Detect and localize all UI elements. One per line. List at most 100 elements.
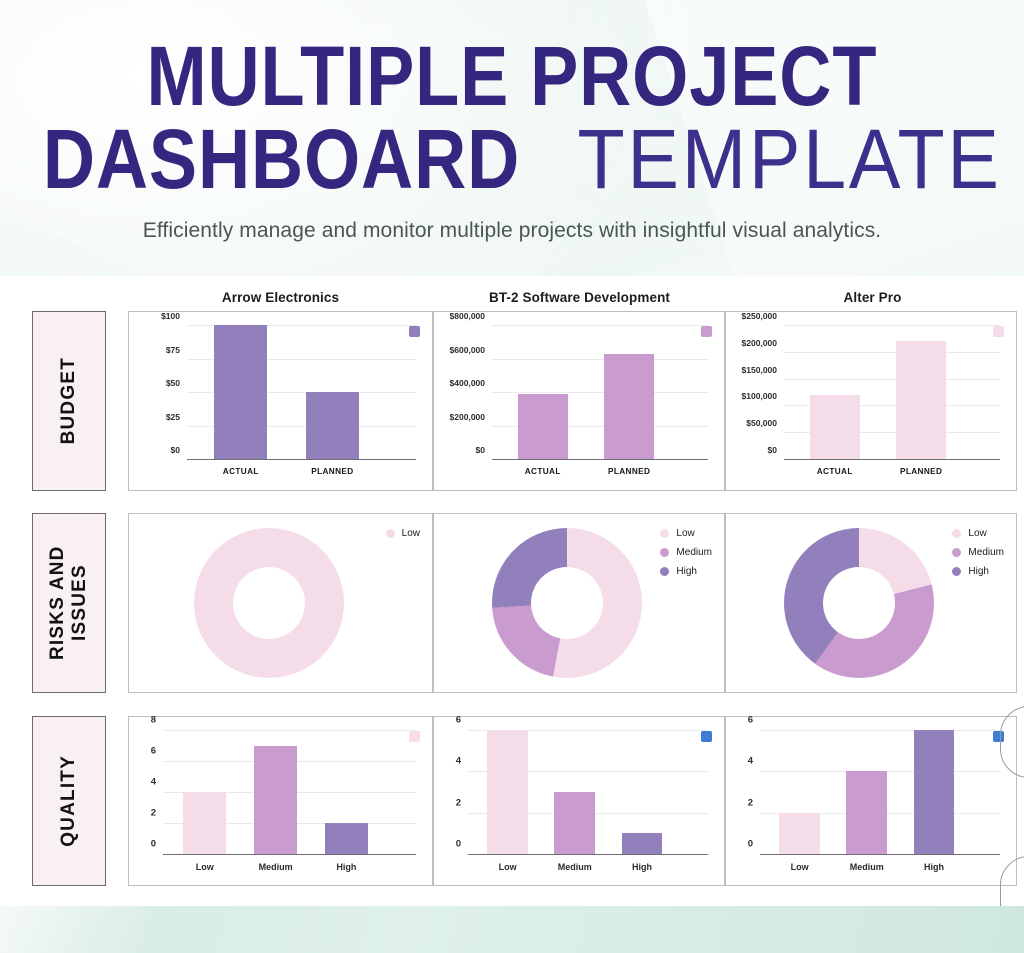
- risks-chart-arrow-electronics[interactable]: Low: [128, 513, 433, 693]
- x-tick-label: ACTUAL: [222, 467, 259, 476]
- page-subtitle: Efficiently manage and monitor multiple …: [142, 218, 882, 242]
- row-label-quality: QUALITY: [32, 716, 106, 886]
- bar-actual: [809, 394, 860, 459]
- row-label-budget: BUDGET: [32, 311, 106, 491]
- legend-item-low: Low: [952, 528, 1004, 539]
- legend-swatch: [701, 326, 712, 337]
- chart-area: $100 $75 $50 $25 $0 ACTUAL PLANNED: [129, 311, 432, 490]
- bar-high: [913, 730, 955, 854]
- x-tick-label: Medium: [258, 862, 293, 872]
- donut-legend: Low: [385, 528, 420, 539]
- chart-area: Low Medium High: [434, 514, 724, 692]
- legend-label-medium: Medium: [968, 547, 1004, 558]
- dashboard-grid: Arrow Electronics BT-2 Software Developm…: [0, 276, 1024, 953]
- legend-swatch: [409, 731, 420, 742]
- risks-chart-alter-pro[interactable]: Low Medium High: [725, 513, 1017, 693]
- chart-area: Low Medium High: [726, 514, 1016, 692]
- legend-dot-high: [952, 567, 962, 576]
- x-tick-label: PLANNED: [311, 467, 354, 476]
- legend-dot-medium: [952, 548, 962, 557]
- x-axis: [784, 458, 1000, 460]
- y-tick: $150,000: [741, 364, 777, 375]
- y-tick: $800,000: [449, 311, 485, 321]
- legend-dot-low: [660, 529, 670, 538]
- donut-wrapper: [129, 514, 432, 692]
- x-tick-label: Low: [498, 862, 517, 872]
- legend-dot-low: [952, 529, 962, 538]
- quality-chart-arrow-electronics[interactable]: 8 6 4 2 0 Low Medium High: [128, 715, 433, 886]
- y-tick: 2: [747, 797, 753, 809]
- plot-area: 6 4 2 0 Low Medium High: [456, 715, 708, 872]
- bar-high: [324, 823, 368, 854]
- page-header: MULTIPLE PROJECT DASHBOARD TEMPLATE Effic…: [0, 0, 1024, 243]
- page-title-secondary-light: TEMPLATE: [577, 112, 1002, 207]
- y-tick: $200,000: [449, 411, 485, 422]
- x-tick-label: ACTUAL: [816, 467, 853, 476]
- bar-medium: [554, 792, 596, 854]
- budget-chart-bt2-software-development[interactable]: $800,000 $600,000 $400,000 $200,000 $0 A…: [433, 311, 725, 491]
- legend-swatch: [409, 326, 420, 337]
- y-tick: 4: [150, 776, 156, 788]
- y-tick: 0: [150, 838, 156, 850]
- y-tick: 0: [455, 838, 461, 850]
- donut-chart: [193, 528, 344, 678]
- title-line-1: MULTIPLE PROJECT: [0, 34, 1024, 118]
- y-tick: $25: [165, 411, 180, 422]
- quality-chart-alter-pro[interactable]: 6 4 2 0 Low Medium High: [725, 715, 1017, 886]
- plot-area: 8 6 4 2 0 Low Medium High: [151, 715, 416, 872]
- y-tick: 0: [747, 838, 753, 850]
- plot-area: $100 $75 $50 $25 $0 ACTUAL PLANNED: [161, 311, 416, 476]
- x-tick-label: PLANNED: [607, 467, 651, 476]
- donut-hole: [531, 567, 603, 639]
- budget-chart-alter-pro[interactable]: $250,000 $200,000 $150,000 $100,000 $50,…: [725, 311, 1017, 491]
- y-tick: 6: [747, 714, 753, 726]
- legend-swatch: [701, 731, 712, 742]
- bottom-background-strip: [0, 906, 1024, 953]
- risks-chart-bt2-software-development[interactable]: Low Medium High: [433, 513, 725, 693]
- y-tick: 8: [150, 714, 156, 726]
- donut-legend: Low Medium High: [952, 528, 1004, 577]
- donut-chart: [784, 528, 934, 678]
- x-tick-label: PLANNED: [899, 467, 943, 476]
- dashboard-panel: Arrow Electronics BT-2 Software Developm…: [0, 276, 1024, 953]
- legend-item-medium: Medium: [660, 547, 712, 558]
- legend-dot-medium: [660, 548, 670, 557]
- bar-medium: [254, 745, 298, 854]
- y-tick: $100: [161, 311, 180, 321]
- plot-area: 6 4 2 0 Low Medium High: [748, 715, 1000, 872]
- chart-area: $800,000 $600,000 $400,000 $200,000 $0 A…: [434, 311, 724, 490]
- bar-low: [183, 792, 227, 854]
- y-tick: $0: [170, 445, 180, 455]
- quality-chart-bt2-software-development[interactable]: 6 4 2 0 Low Medium High: [433, 715, 725, 886]
- donut-hole: [823, 567, 895, 639]
- donut-legend: Low Medium High: [660, 528, 712, 577]
- chart-area: Low: [129, 514, 432, 692]
- legend-swatch: [993, 326, 1004, 337]
- legend-item-medium: Medium: [952, 547, 1004, 558]
- budget-chart-arrow-electronics[interactable]: $100 $75 $50 $25 $0 ACTUAL PLANNED: [128, 311, 433, 491]
- row-label-risks-and-issues: RISKS AND ISSUES: [32, 513, 106, 693]
- y-tick: $75: [165, 344, 180, 355]
- row-label-risks-and-issues-text: RISKS AND ISSUES: [47, 545, 90, 661]
- y-tick: $0: [475, 445, 485, 455]
- chart-area: 6 4 2 0 Low Medium High: [434, 715, 724, 885]
- legend-dot-low: [385, 529, 395, 538]
- y-tick: $250,000: [741, 311, 777, 321]
- legend-item-low: Low: [385, 528, 420, 539]
- donut-wrapper: [726, 514, 1016, 692]
- bar-actual: [214, 325, 268, 459]
- bar-low: [487, 730, 528, 854]
- legend-item-low: Low: [660, 528, 712, 539]
- column-title-alter-pro: Alter Pro: [843, 290, 902, 305]
- donut-hole: [232, 567, 305, 639]
- x-tick-label: Low: [195, 862, 214, 872]
- legend-dot-high: [660, 567, 670, 576]
- bar-planned: [896, 341, 946, 459]
- plot-area: $250,000 $200,000 $150,000 $100,000 $50,…: [742, 311, 1000, 476]
- y-tick: $100,000: [741, 391, 777, 402]
- donut-wrapper: [434, 514, 724, 692]
- y-tick: $50: [165, 378, 180, 388]
- x-axis: [468, 853, 708, 855]
- y-tick: 2: [150, 807, 156, 819]
- x-tick-label: Medium: [849, 862, 884, 872]
